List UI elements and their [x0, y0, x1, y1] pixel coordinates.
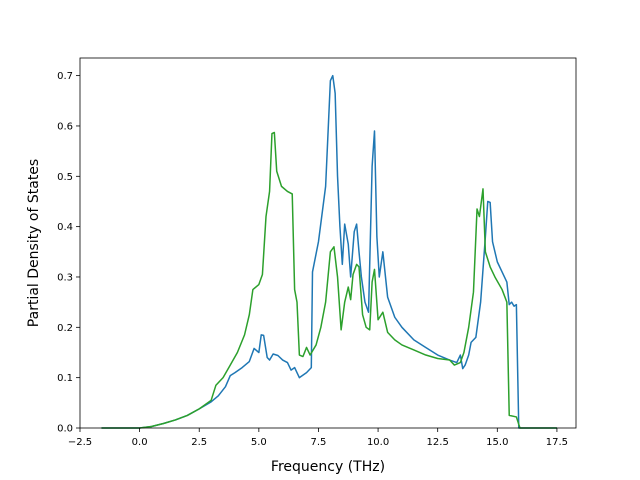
x-tick-label: 5.0 — [251, 437, 267, 448]
x-tick-label: 0.0 — [132, 437, 148, 448]
series-layer — [101, 74, 557, 429]
series-line-1 — [101, 74, 557, 429]
y-tick-label: 0.3 — [57, 272, 73, 283]
y-tick-label: 0.0 — [57, 424, 73, 435]
y-axis: 0.0 0.1 0.2 0.3 0.4 0.5 0.6 0.7 — [57, 71, 80, 435]
x-axis: −2.5 0.0 2.5 5.0 7.5 10.0 12.5 15.0 17.5 — [68, 428, 568, 448]
y-tick-label: 0.4 — [57, 222, 73, 233]
y-tick-label: 0.2 — [57, 323, 73, 334]
x-axis-label: Frequency (THz) — [271, 459, 385, 475]
x-tick-label: 2.5 — [191, 437, 207, 448]
x-tick-label: 12.5 — [427, 437, 449, 448]
x-tick-label: 15.0 — [486, 437, 508, 448]
y-axis-label: Partial Density of States — [26, 159, 42, 327]
x-tick-label: −2.5 — [68, 437, 92, 448]
y-tick-label: 0.6 — [57, 121, 73, 132]
y-tick-label: 0.7 — [57, 71, 73, 82]
series-line-2 — [101, 131, 557, 429]
x-tick-label: 10.0 — [367, 437, 389, 448]
y-tick-label: 0.5 — [57, 172, 73, 183]
x-tick-label: 7.5 — [311, 437, 327, 448]
x-tick-label: 17.5 — [546, 437, 568, 448]
plot-frame — [79, 57, 577, 429]
y-tick-label: 0.1 — [57, 373, 73, 384]
